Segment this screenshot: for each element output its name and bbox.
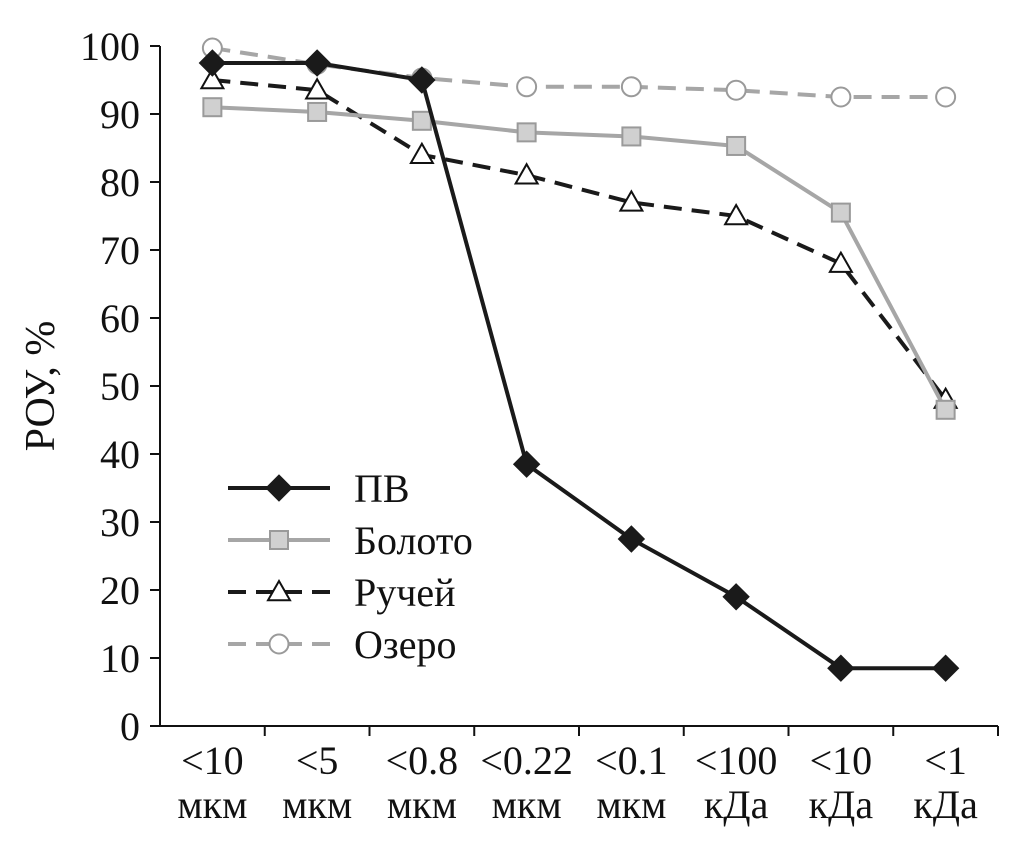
x-tick-label: мкм <box>282 782 352 827</box>
data-point <box>830 202 851 223</box>
data-point <box>512 450 541 478</box>
data-point <box>726 135 747 156</box>
data-point <box>620 76 642 98</box>
y-axis-label: РОУ, % <box>18 321 64 452</box>
legend-item: Ручей <box>228 570 456 615</box>
legend-marker <box>268 633 290 655</box>
y-tick-label: 0 <box>120 704 140 749</box>
y-tick-label: 50 <box>100 364 140 409</box>
data-point <box>618 189 645 212</box>
legend-label: Ручей <box>354 570 456 615</box>
data-point <box>202 97 223 118</box>
data-point <box>307 101 328 122</box>
x-tick-label: кДа <box>809 782 874 827</box>
y-tick-label: 90 <box>100 92 140 137</box>
x-tick-label: <0.22 <box>480 738 573 783</box>
data-point <box>199 66 226 90</box>
legend-item: Болото <box>228 518 473 563</box>
series-1 <box>198 49 960 682</box>
y-tick-label: 60 <box>100 296 140 341</box>
legend-item: Озеро <box>228 622 456 667</box>
y-tick-label: 40 <box>100 432 140 477</box>
data-point <box>722 583 750 611</box>
data-point <box>723 202 749 226</box>
data-point <box>303 49 331 77</box>
legend-label: Болото <box>354 518 473 563</box>
series-line <box>212 78 948 401</box>
y-tick-label: 30 <box>100 500 140 545</box>
legend: ПВ Болото Ручей Озеро <box>228 466 473 667</box>
data-point <box>304 77 330 100</box>
series-layer <box>198 37 960 682</box>
legend-marker <box>266 578 292 602</box>
data-point <box>827 654 855 682</box>
x-tick-label: <10 <box>810 738 873 783</box>
data-point <box>935 86 957 108</box>
legend-marker <box>269 530 289 550</box>
data-point <box>828 250 854 273</box>
y-tick-label: 20 <box>100 568 140 613</box>
y-tick-label: 100 <box>80 24 140 69</box>
legend-label: Озеро <box>354 622 456 667</box>
data-point <box>516 76 538 98</box>
data-point <box>513 162 540 185</box>
legend-item: ПВ <box>228 466 410 511</box>
legend-marker <box>265 474 293 502</box>
x-tick-label: мкм <box>177 782 247 827</box>
x-tick-label: кДа <box>913 782 978 827</box>
series-line <box>212 105 948 411</box>
y-tick-label: 80 <box>100 160 140 205</box>
data-point <box>725 79 747 101</box>
y-tick-label: 10 <box>100 636 140 681</box>
x-tick-label: мкм <box>492 782 562 827</box>
x-tick-label: кДа <box>704 782 769 827</box>
series-line <box>212 61 946 671</box>
x-tick-label: <0.8 <box>386 738 459 783</box>
data-point <box>409 141 435 165</box>
data-point <box>935 399 956 420</box>
data-point <box>198 49 227 77</box>
axes: 0102030405060708090100<10мкм<5мкм<0.8мкм… <box>18 24 999 827</box>
legend-label: ПВ <box>354 466 410 511</box>
x-tick-label: мкм <box>596 782 666 827</box>
series-2 <box>202 97 956 420</box>
x-tick-label: <1 <box>924 738 967 783</box>
x-tick-label: <100 <box>695 738 778 783</box>
data-point <box>617 525 646 553</box>
x-tick-label: <5 <box>296 738 339 783</box>
x-tick-label: <0.1 <box>595 738 668 783</box>
x-tick-label: <10 <box>181 738 244 783</box>
data-point <box>516 122 537 143</box>
data-point <box>931 654 960 682</box>
data-point <box>411 110 432 131</box>
data-point <box>621 126 642 147</box>
data-point <box>830 86 852 108</box>
data-point <box>408 66 436 94</box>
x-tick-label: мкм <box>387 782 457 827</box>
y-tick-label: 70 <box>100 228 140 273</box>
